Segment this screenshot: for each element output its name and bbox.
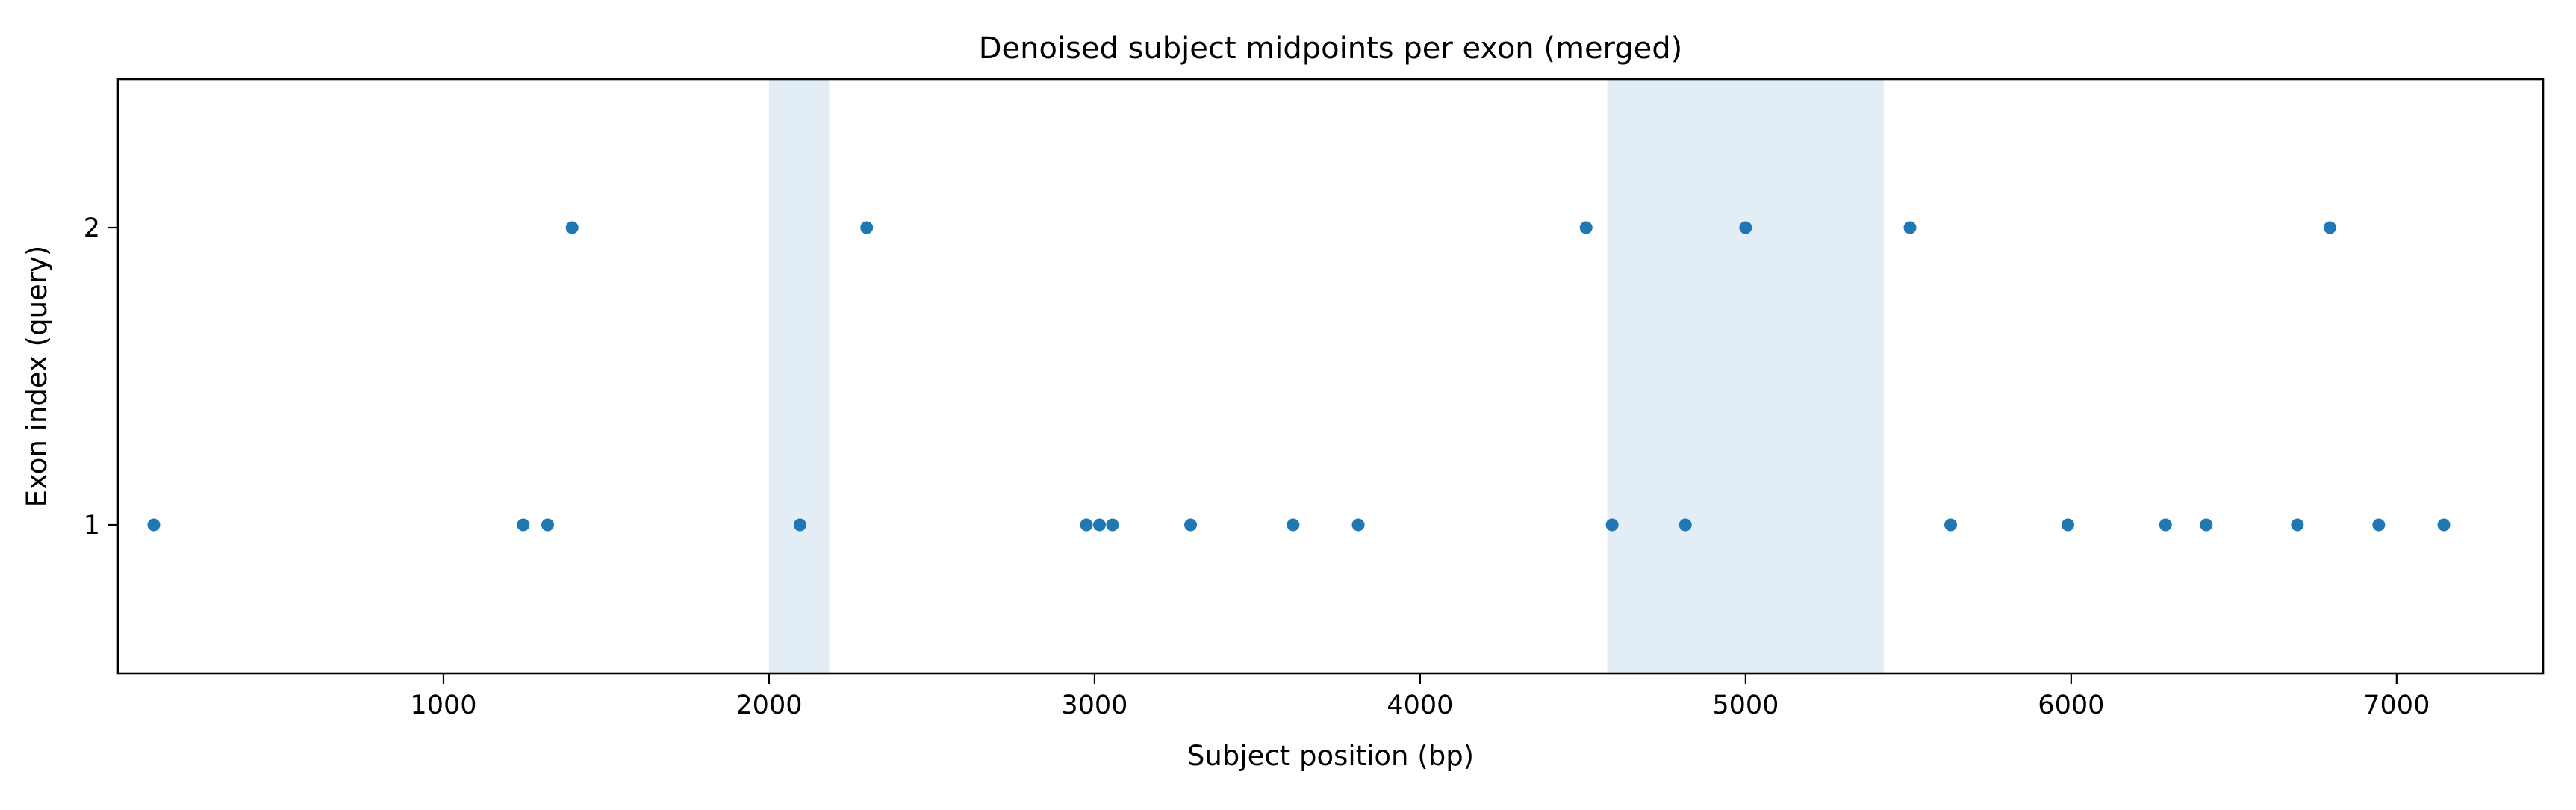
data-point — [1287, 518, 1300, 532]
x-tick-label: 6000 — [2038, 691, 2104, 720]
data-point — [860, 221, 874, 234]
data-point — [2323, 221, 2336, 234]
plot-frame — [116, 78, 2545, 675]
data-point — [1579, 221, 1593, 234]
y-axis-label: Exon index (query) — [21, 246, 53, 508]
data-point — [1679, 518, 1692, 532]
data-point — [1184, 518, 1198, 532]
shaded-region — [1607, 79, 1885, 673]
data-point — [147, 518, 161, 532]
data-point — [793, 518, 806, 532]
data-point — [2291, 518, 2304, 532]
shaded-regions — [768, 79, 1885, 673]
data-point — [2159, 518, 2172, 532]
data-point — [1605, 518, 1619, 532]
data-points — [147, 221, 2451, 532]
data-point — [1903, 221, 1917, 234]
y-axis-ticks: 12 — [84, 214, 118, 540]
x-tick-label: 1000 — [410, 691, 476, 720]
data-point — [1739, 221, 1752, 234]
data-point — [517, 518, 530, 532]
x-tick-label: 4000 — [1387, 691, 1453, 720]
data-point — [1944, 518, 1958, 532]
y-tick-label: 1 — [84, 511, 100, 540]
data-point — [1092, 518, 1106, 532]
y-tick-label: 2 — [84, 214, 100, 243]
data-point — [1106, 518, 1119, 532]
data-point — [1080, 518, 1093, 532]
data-point — [541, 518, 554, 532]
data-point — [1351, 518, 1365, 532]
x-tick-label: 2000 — [735, 691, 802, 720]
shaded-region — [768, 79, 830, 673]
data-point — [2200, 518, 2213, 532]
data-point — [2437, 518, 2451, 532]
x-tick-label: 3000 — [1061, 691, 1127, 720]
x-tick-label: 7000 — [2363, 691, 2430, 720]
x-axis-label: Subject position (bp) — [1187, 740, 1474, 772]
data-point — [565, 221, 579, 234]
data-point — [2372, 518, 2386, 532]
x-tick-label: 5000 — [1712, 691, 1779, 720]
data-point — [2061, 518, 2074, 532]
chart-title: Denoised subject midpoints per exon (mer… — [979, 31, 1683, 66]
x-axis-ticks: 1000 2000 3000 4000 5000 6000 7000 — [410, 673, 2430, 720]
